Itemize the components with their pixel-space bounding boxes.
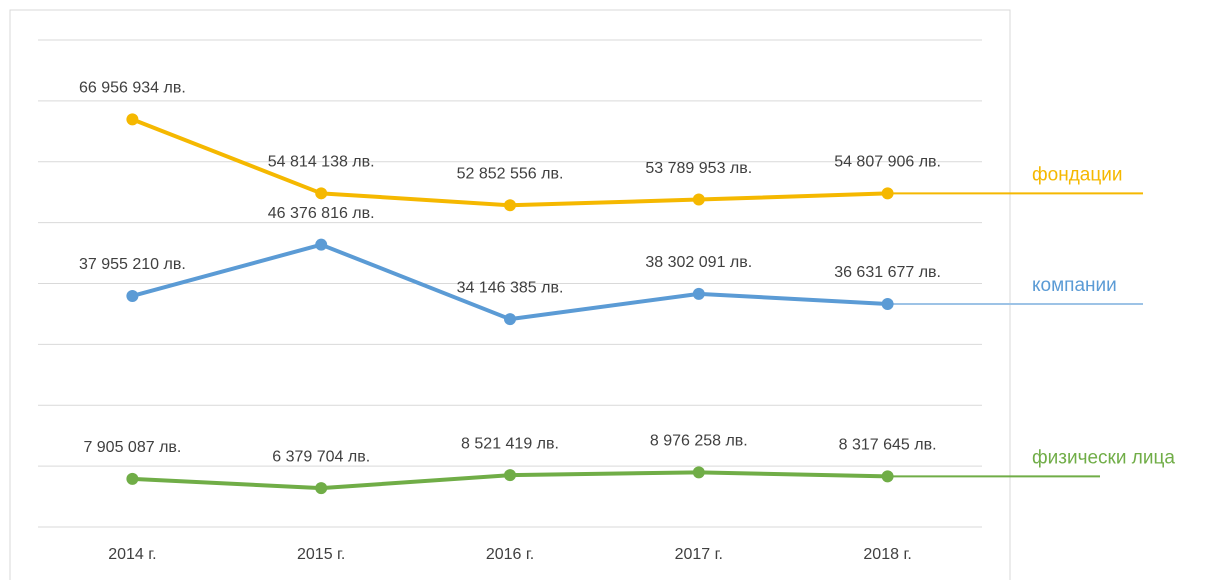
data-label: 66 956 934 лв. bbox=[79, 80, 186, 97]
point bbox=[881, 187, 894, 200]
x-tick-label: 2016 г. bbox=[486, 546, 534, 563]
data-label: 38 302 091 лв. bbox=[645, 254, 752, 271]
point bbox=[692, 193, 705, 206]
legend-label: физически лица bbox=[1032, 447, 1175, 468]
data-label: 36 631 677 лв. bbox=[834, 264, 941, 281]
x-tick-label: 2015 г. bbox=[297, 546, 345, 563]
point bbox=[315, 482, 328, 495]
point bbox=[692, 466, 705, 479]
data-label: 34 146 385 лв. bbox=[457, 279, 564, 296]
point bbox=[504, 199, 516, 212]
x-tick-label: 2017 г. bbox=[675, 546, 723, 563]
x-tick-label: 2018 г. bbox=[863, 546, 911, 563]
point bbox=[126, 472, 139, 485]
point bbox=[504, 469, 516, 482]
point bbox=[881, 298, 894, 311]
point bbox=[126, 289, 139, 302]
legend-label: компании bbox=[1032, 275, 1117, 296]
data-label: 6 379 704 лв. bbox=[272, 448, 370, 465]
data-label: 37 955 210 лв. bbox=[79, 256, 186, 273]
data-label: 8 317 645 лв. bbox=[839, 437, 937, 454]
data-label: 54 814 138 лв. bbox=[268, 154, 375, 171]
point bbox=[504, 313, 516, 326]
data-label: 7 905 087 лв. bbox=[83, 439, 181, 456]
point bbox=[315, 238, 328, 251]
point bbox=[126, 113, 139, 126]
point bbox=[881, 470, 894, 483]
series-line bbox=[131, 117, 888, 208]
data-label: 8 976 258 лв. bbox=[650, 433, 748, 450]
point bbox=[315, 187, 328, 200]
data-label: 54 807 906 лв. bbox=[834, 154, 941, 171]
data-label: 52 852 556 лв. bbox=[457, 165, 564, 182]
chart-border bbox=[9, 9, 1011, 580]
data-label: 53 789 953 лв. bbox=[645, 160, 752, 177]
data-label: 8 521 419 лв. bbox=[461, 435, 559, 452]
legend-label: фондации bbox=[1032, 164, 1122, 185]
data-label: 46 376 816 лв. bbox=[268, 205, 375, 222]
point bbox=[692, 287, 705, 300]
x-tick-label: 2014 г. bbox=[108, 546, 156, 563]
